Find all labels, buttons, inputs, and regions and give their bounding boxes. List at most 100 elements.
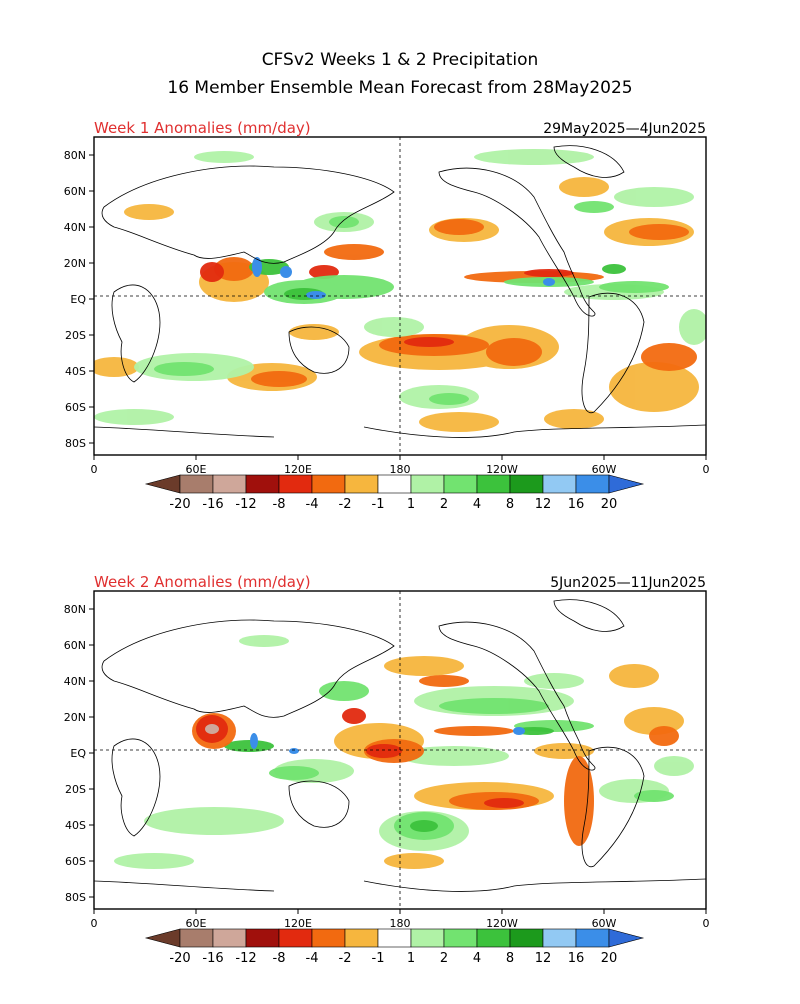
week2-colorbar-bin (344, 928, 379, 948)
week2-colorbar-bin (377, 928, 412, 948)
week1-lon-label: 180 (390, 463, 411, 476)
week2-colorbar-label: -12 (235, 951, 256, 966)
week1-colorbar-label: 1 (407, 497, 415, 512)
week2-colorbar-bin (179, 928, 214, 948)
week2-colorbar-bin (212, 928, 247, 948)
week1-colorbar-bin (608, 474, 645, 494)
week1-colorbar-label: 8 (506, 497, 514, 512)
week2-lat-label: EQ (70, 747, 86, 760)
week2-anomaly-fields (114, 635, 694, 869)
week2-colorbar-bin (476, 928, 511, 948)
week1-lat-label: 80N (64, 149, 86, 162)
week1-colorbar: -20 -16 -12 -8 -4 -2 -1 1 2 4 8 12 16 20 (144, 474, 645, 512)
week2-colorbar-bin (509, 928, 544, 948)
week2-colorbar-label: 8 (506, 951, 514, 966)
week1-colorbar-bin (245, 474, 280, 494)
week2-lon-label: 120E (284, 917, 312, 930)
week1-colorbar-label: 4 (473, 497, 481, 512)
week1-lat-label: 40N (64, 221, 86, 234)
week1-map: 80N 60N 40N 20N EQ 20S 40S 60S 80S 0 60E 120E 180 120… (64, 136, 710, 476)
week1-colorbar-label: 2 (440, 497, 448, 512)
week1-colorbar-label: -4 (306, 497, 319, 512)
week2-colorbar-bin (575, 928, 610, 948)
week2-label: Week 2 Anomalies (mm/day) (94, 573, 311, 591)
week2-colorbar-label: -1 (372, 951, 385, 966)
week2-coastlines (94, 599, 706, 892)
week1-lat-label: EQ (70, 293, 86, 306)
week2-colorbar-bin (144, 928, 181, 948)
week1-colorbar-bin (509, 474, 544, 494)
week2-colorbar-label: -8 (273, 951, 286, 966)
week2-lat-label: 20N (64, 711, 86, 724)
week1-colorbar-bin (410, 474, 445, 494)
week1-label: Week 1 Anomalies (mm/day) (94, 119, 311, 137)
week2-lat-label: 40N (64, 675, 86, 688)
week2-colorbar-label: 4 (473, 951, 481, 966)
week1-lon-label: 0 (91, 463, 98, 476)
week2-colorbar-bin (542, 928, 577, 948)
week2-lon-label: 0 (703, 917, 710, 930)
week2-colorbar-bin (443, 928, 478, 948)
week1-anomaly-fields (94, 149, 706, 432)
week2-axes: 80N 60N 40N 20N EQ 20S 40S 60S 80S 0 60E 120E 180 120… (64, 603, 710, 930)
week1-colorbar-label: -20 (169, 497, 190, 512)
week2-date-range: 5Jun2025—11Jun2025 (550, 575, 706, 591)
week2-colorbar-bin (245, 928, 280, 948)
week1-colorbar-bin (377, 474, 412, 494)
week2-colorbar-label: 2 (440, 951, 448, 966)
week2-panel: Week 2 Anomalies (mm/day) 5Jun2025—11Jun… (64, 573, 710, 930)
week2-lat-label: 60N (64, 639, 86, 652)
week2-lon-label: 120W (486, 917, 518, 930)
week2-colorbar-label: 12 (535, 951, 552, 966)
week2-lat-label: 60S (65, 855, 86, 868)
week2-lat-label: 20S (65, 783, 86, 796)
week1-panel: Week 1 Anomalies (mm/day) 29May2025—4Jun… (64, 119, 710, 476)
week1-axes: 80N 60N 40N 20N EQ 20S 40S 60S 80S 0 60E 120E 180 120… (64, 149, 710, 476)
week2-lon-label: 0 (91, 917, 98, 930)
week1-colorbar-label: -12 (235, 497, 256, 512)
week1-colorbar-bin (476, 474, 511, 494)
week1-colorbar-label: 12 (535, 497, 552, 512)
week1-colorbar-bin (311, 474, 346, 494)
week1-colorbar-bin (344, 474, 379, 494)
week1-colorbar-label: -2 (339, 497, 352, 512)
week2-colorbar-label: 1 (407, 951, 415, 966)
week2-colorbar: -20 -16 -12 -8 -4 -2 -1 1 2 4 8 12 16 20 (144, 928, 645, 966)
week2-colorbar-bin (410, 928, 445, 948)
week2-colorbar-bin (311, 928, 346, 948)
week2-colorbar-bin (278, 928, 313, 948)
week2-colorbar-label: -16 (202, 951, 223, 966)
week2-lon-label: 60W (592, 917, 617, 930)
week1-lat-label: 40S (65, 365, 86, 378)
week1-colorbar-bin (443, 474, 478, 494)
week1-colorbar-bin (179, 474, 214, 494)
week1-colorbar-label: -8 (273, 497, 286, 512)
week1-colorbar-bin (144, 474, 181, 494)
title-line-2: 16 Member Ensemble Mean Forecast from 28… (167, 78, 632, 98)
week1-date-range: 29May2025—4Jun2025 (543, 121, 706, 137)
week1-lat-label: 60N (64, 185, 86, 198)
week2-lat-label: 80S (65, 891, 86, 904)
week1-colorbar-bin (212, 474, 247, 494)
week2-map: 80N 60N 40N 20N EQ 20S 40S 60S 80S 0 60E 120E 180 120… (64, 590, 710, 930)
week1-colorbar-bin (575, 474, 610, 494)
week1-lat-label: 20N (64, 257, 86, 270)
week1-colorbar-label: -16 (202, 497, 223, 512)
week1-lon-label: 120E (284, 463, 312, 476)
week2-colorbar-label: -2 (339, 951, 352, 966)
week2-colorbar-label: -4 (306, 951, 319, 966)
week1-colorbar-bin (278, 474, 313, 494)
week1-colorbar-label: 16 (568, 497, 585, 512)
week2-colorbar-label: 16 (568, 951, 585, 966)
week1-colorbar-label: -1 (372, 497, 385, 512)
week2-colorbar-label: 20 (601, 951, 618, 966)
week1-lon-label: 120W (486, 463, 518, 476)
week2-colorbar-label: -20 (169, 951, 190, 966)
week2-lon-label: 180 (390, 917, 411, 930)
week1-lon-label: 60E (186, 463, 207, 476)
week1-colorbar-bin (542, 474, 577, 494)
week2-lat-label: 80N (64, 603, 86, 616)
week1-lon-label: 0 (703, 463, 710, 476)
week1-coastlines (94, 145, 706, 438)
